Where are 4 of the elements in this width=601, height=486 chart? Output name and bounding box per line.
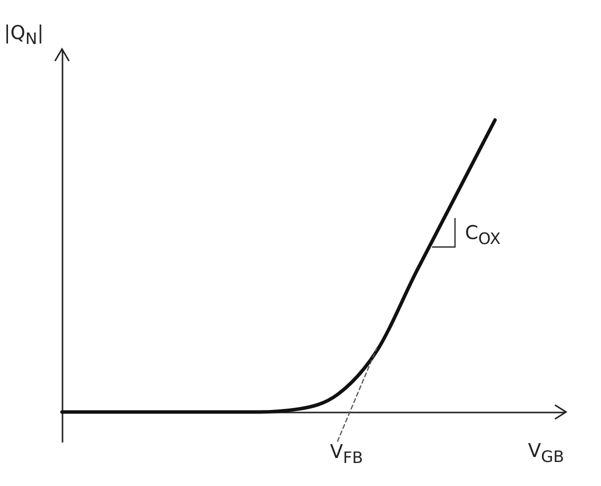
annotation: C$_{OX}$ <box>465 222 501 248</box>
x-axis-title: V$_{GB}$ <box>528 440 564 466</box>
annotation: V$_{FB}$ <box>330 441 363 467</box>
y-axis-title: |Q$_{N}$| <box>4 22 44 48</box>
